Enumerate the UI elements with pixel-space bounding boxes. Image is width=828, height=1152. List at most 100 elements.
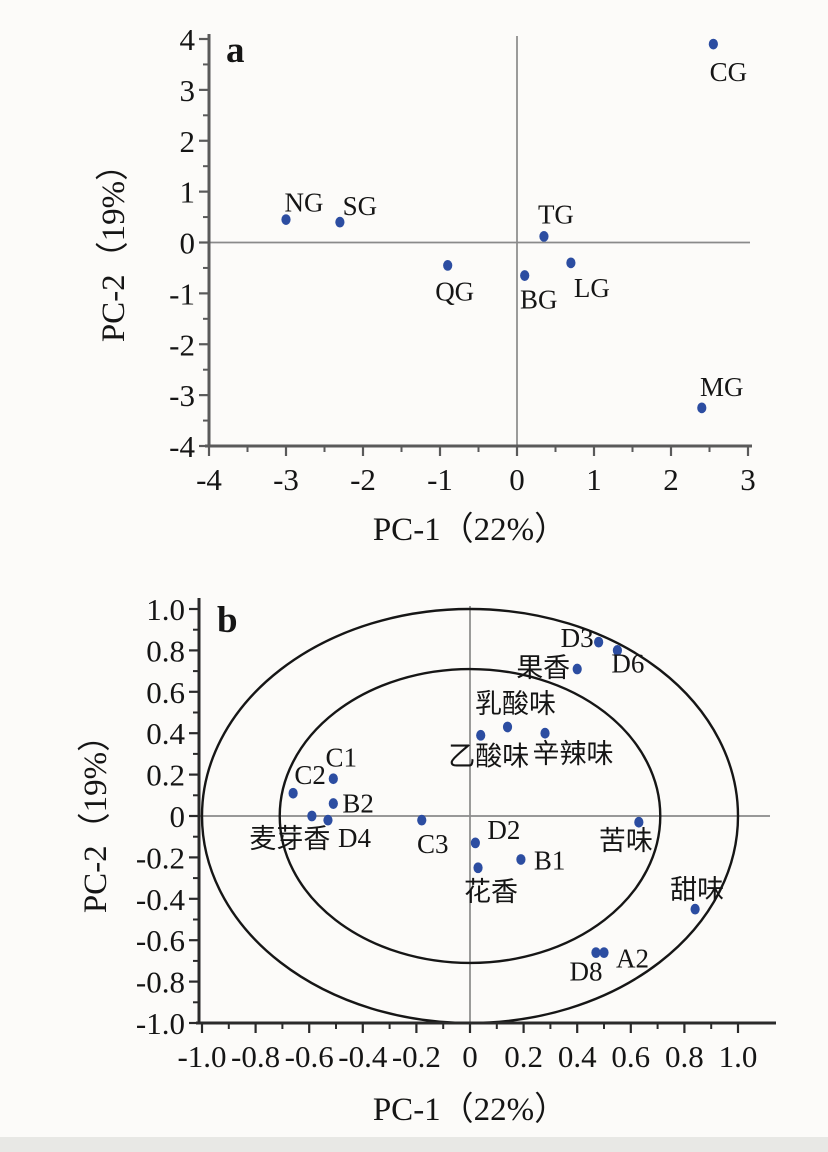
x-tick-label: 0.6	[611, 1039, 650, 1074]
x-tick-label: -4	[196, 462, 222, 497]
point-label: MG	[700, 372, 744, 402]
data-point	[417, 814, 427, 826]
point-label: D8	[569, 957, 602, 987]
y-tick-label: -0.8	[136, 965, 185, 1000]
x-tick-label: 1	[586, 462, 602, 497]
data-point	[520, 270, 530, 281]
point-label: TG	[538, 199, 574, 229]
y-tick-label: -1.0	[136, 1006, 185, 1041]
x-tick-label: -0.8	[231, 1039, 280, 1074]
point-label: D4	[338, 823, 371, 853]
panel-label: a	[226, 30, 245, 71]
data-point	[288, 787, 298, 799]
data-point	[323, 814, 333, 826]
point-label: BG	[520, 285, 558, 315]
y-tick-label: -2	[169, 327, 195, 362]
y-tick-label: 0.2	[146, 758, 185, 793]
panel-label: b	[217, 600, 238, 641]
data-point	[473, 862, 483, 874]
x-tick-label: -0.4	[338, 1039, 388, 1074]
x-tick-label: 0	[509, 462, 525, 497]
data-point	[690, 903, 700, 915]
x-tick-label: -1.0	[177, 1039, 226, 1074]
y-tick-label: -4	[169, 429, 195, 464]
point-label: D3	[561, 623, 594, 653]
point-label: LG	[574, 273, 610, 303]
x-tick-label: 0.4	[558, 1039, 597, 1074]
data-point	[476, 729, 486, 741]
y-tick-label: -0.2	[136, 840, 185, 875]
point-label: SG	[343, 191, 378, 221]
x-tick-label: -1	[427, 462, 453, 497]
x-tick-label: 0	[462, 1039, 478, 1074]
point-label: QG	[435, 276, 474, 306]
point-label: 麦芽香	[249, 824, 330, 854]
page-bottom-edge	[0, 1137, 828, 1152]
data-point	[572, 663, 582, 675]
pca-panel-a: -4 -3 -2 -1 0 1 2 3 4 3 2 1 0 -1 -2 -3 -4 PC-1（22%） PC-2（1…	[96, 22, 756, 548]
data-point	[599, 947, 609, 959]
point-label: 辛辣味	[533, 739, 614, 769]
data-point	[594, 636, 604, 648]
x-tick-label: 3	[740, 462, 756, 497]
x-tick-label: -2	[350, 462, 376, 497]
point-label: 花香	[464, 877, 518, 907]
data-point	[328, 773, 338, 785]
y-tick-label: 0	[180, 226, 196, 261]
data-point	[443, 259, 453, 271]
x-tick-label: 0.2	[504, 1039, 543, 1074]
data-point	[566, 257, 576, 269]
y-tick-label: 0	[170, 799, 186, 834]
data-point	[697, 402, 707, 414]
point-label: D2	[487, 815, 520, 845]
point-label: D6	[611, 648, 644, 678]
point-label: A2	[616, 944, 649, 974]
y-tick-label: -0.4	[136, 882, 186, 917]
y-tick-label: 1	[180, 175, 196, 210]
data-point	[540, 727, 550, 739]
y-tick-label: -1	[169, 276, 195, 311]
data-point	[307, 810, 317, 822]
point-label: 苦味	[599, 826, 653, 856]
y-tick-label: 2	[180, 124, 196, 159]
data-point	[328, 798, 338, 809]
point-label: 乳酸味	[475, 689, 556, 719]
y-axis-title: PC-2（19%）	[78, 719, 114, 913]
point-label: C2	[294, 760, 326, 790]
y-tick-label: 0.4	[146, 716, 185, 751]
data-point	[708, 38, 718, 50]
point-label: B2	[342, 789, 374, 819]
x-tick-label: 1.0	[719, 1039, 758, 1074]
point-label: CG	[710, 57, 748, 87]
data-point	[516, 854, 526, 865]
point-label: 甜味	[670, 875, 724, 905]
data-point	[281, 214, 291, 226]
data-point	[335, 216, 345, 228]
point-label: 果香	[516, 653, 570, 683]
x-tick-label: -0.2	[392, 1039, 441, 1074]
data-point	[612, 645, 623, 656]
x-axis-title: PC-1（22%）	[373, 1092, 567, 1128]
y-axis-title: PC-2（19%）	[96, 148, 132, 342]
x-tick-label: 2	[663, 462, 679, 497]
y-tick-label: 4	[180, 22, 196, 57]
data-point	[502, 721, 513, 733]
correlation-ellipse-inner	[278, 667, 662, 965]
x-axis-title: PC-1（22%）	[373, 512, 567, 548]
point-label: B1	[534, 845, 566, 875]
point-label: NG	[285, 188, 324, 218]
x-tick-label: 0.8	[665, 1039, 704, 1074]
x-tick-label: -0.6	[285, 1039, 334, 1074]
y-tick-label: -0.6	[136, 923, 185, 958]
y-tick-label: -3	[169, 378, 195, 413]
data-point	[470, 837, 480, 849]
x-tick-label: -3	[273, 462, 299, 497]
data-point	[539, 230, 549, 242]
y-tick-label: 0.8	[146, 633, 185, 668]
point-label: 乙酸味	[448, 741, 529, 771]
y-tick-label: 1.0	[146, 592, 185, 627]
point-label: C3	[417, 829, 449, 859]
y-tick-label: 0.6	[146, 675, 185, 710]
